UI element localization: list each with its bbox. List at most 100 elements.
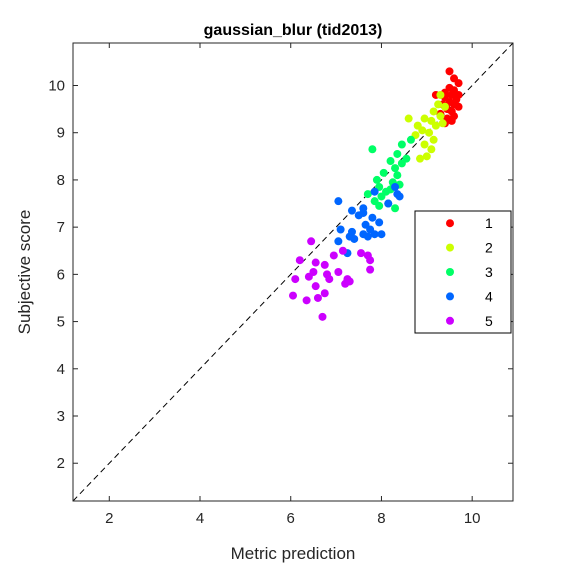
data-point [311, 258, 320, 267]
data-point [379, 168, 388, 177]
data-point [391, 164, 400, 173]
x-tick-label: 8 [377, 510, 385, 527]
data-point [393, 171, 402, 180]
data-point [420, 114, 429, 123]
data-point [311, 282, 320, 291]
data-point [366, 265, 375, 274]
data-point [454, 79, 463, 88]
series-4 [334, 183, 404, 258]
data-point [377, 192, 386, 201]
data-point [420, 140, 429, 149]
data-point [350, 234, 359, 243]
data-point [334, 268, 343, 276]
data-point [363, 190, 372, 199]
chart-title: gaussian_blur (tid2013) [204, 22, 383, 39]
legend-label: 4 [485, 288, 493, 304]
data-point [295, 256, 304, 265]
data-point [431, 121, 440, 130]
reference-line-layer [72, 42, 514, 502]
data-point [447, 116, 456, 125]
y-tick-label: 7 [57, 219, 65, 236]
data-point [307, 237, 316, 246]
legend-label: 3 [485, 264, 493, 280]
legend-box [414, 210, 512, 334]
legend-marker [446, 268, 454, 276]
data-point [454, 102, 463, 111]
data-point [372, 175, 381, 184]
data-point [404, 114, 413, 123]
data-point [313, 293, 322, 302]
data-point [375, 218, 384, 227]
data-point [397, 140, 406, 149]
data-point [366, 256, 375, 265]
y-axis-label: Subjective score [15, 210, 34, 335]
data-point [325, 275, 334, 284]
data-point [397, 159, 406, 168]
data-point [384, 199, 393, 208]
data-point [370, 230, 379, 239]
data-point [386, 157, 395, 166]
data-point [427, 145, 436, 154]
data-point [438, 119, 447, 128]
y-tick-label: 3 [57, 408, 65, 425]
data-point [368, 145, 377, 154]
data-point [436, 90, 445, 99]
y-tick-label: 5 [57, 314, 65, 331]
legend: 1 2 3 4 5 [414, 210, 512, 334]
legend-marker [446, 219, 454, 228]
legend-label: 5 [485, 313, 493, 329]
data-point [434, 100, 443, 109]
x-axis-label: Metric prediction [231, 544, 356, 563]
data-point [341, 279, 350, 288]
data-point [336, 225, 345, 234]
data-point [416, 154, 425, 163]
data-point [395, 192, 404, 201]
data-point [334, 237, 343, 246]
data-point [320, 260, 329, 269]
legend-marker [446, 243, 454, 252]
data-point [377, 230, 386, 239]
legend-marker [446, 292, 454, 301]
legend-label: 2 [485, 240, 493, 256]
data-point [422, 152, 431, 161]
data-point [289, 291, 297, 300]
axes-box [72, 42, 514, 502]
data-point [445, 67, 454, 76]
data-points-layer [289, 67, 463, 321]
y-tick-label: 9 [57, 125, 65, 142]
y-tick-label: 4 [57, 361, 65, 378]
data-point [440, 102, 449, 111]
data-point [329, 251, 338, 260]
data-point [393, 149, 402, 158]
y-tick-label: 6 [57, 266, 65, 283]
y-tick-label: 2 [57, 455, 65, 472]
data-point [370, 187, 379, 196]
series-3 [363, 135, 415, 213]
x-tick-label: 4 [196, 510, 204, 527]
data-point [338, 246, 347, 255]
data-point [429, 135, 438, 144]
series-1 [431, 67, 463, 128]
data-point [334, 197, 343, 206]
data-point [425, 128, 434, 137]
series-2 [404, 90, 449, 163]
reference-line [72, 42, 514, 502]
y-tick-label: 10 [48, 77, 65, 94]
data-point [368, 213, 377, 222]
x-tick-label: 6 [287, 510, 295, 527]
data-point [375, 201, 384, 210]
data-point [391, 204, 400, 213]
data-point [391, 183, 400, 192]
data-point [418, 126, 427, 135]
data-point [291, 275, 300, 284]
data-point [436, 112, 445, 121]
data-point [354, 211, 363, 220]
data-point [363, 232, 372, 241]
axes-layer [72, 42, 514, 502]
data-point [318, 312, 327, 321]
legend-label: 1 [485, 215, 493, 231]
data-point [302, 296, 311, 305]
data-point [429, 107, 438, 116]
y-tick-label: 8 [57, 172, 65, 189]
